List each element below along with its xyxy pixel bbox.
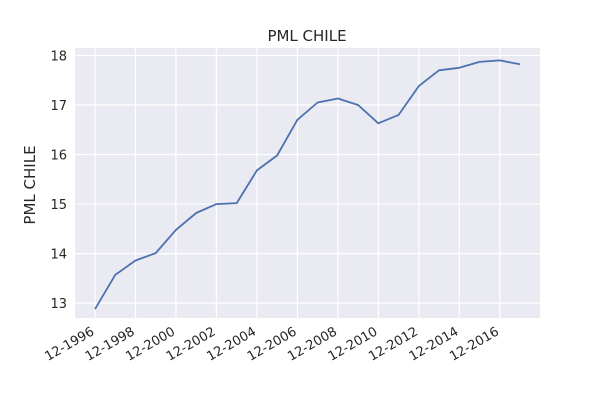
y-tick-label: 14	[50, 248, 67, 263]
y-tick-label: 13	[50, 297, 67, 312]
chart-title: PML CHILE	[267, 27, 346, 45]
series-layer	[94, 59, 521, 310]
y-tick-label: 18	[50, 49, 67, 64]
y-axis-label: PML CHILE	[21, 145, 39, 224]
series-line	[94, 59, 521, 310]
y-tick-labels: 13 14 15 16 17 18	[50, 49, 67, 312]
plot-area	[75, 48, 540, 318]
y-tick-label: 16	[50, 149, 67, 164]
y-tick-label: 15	[50, 198, 67, 213]
x-tick-labels: 12-199612-199812-200012-200212-200412-20…	[42, 324, 501, 364]
y-tick-label: 17	[50, 99, 67, 114]
grid-lines	[75, 48, 540, 318]
